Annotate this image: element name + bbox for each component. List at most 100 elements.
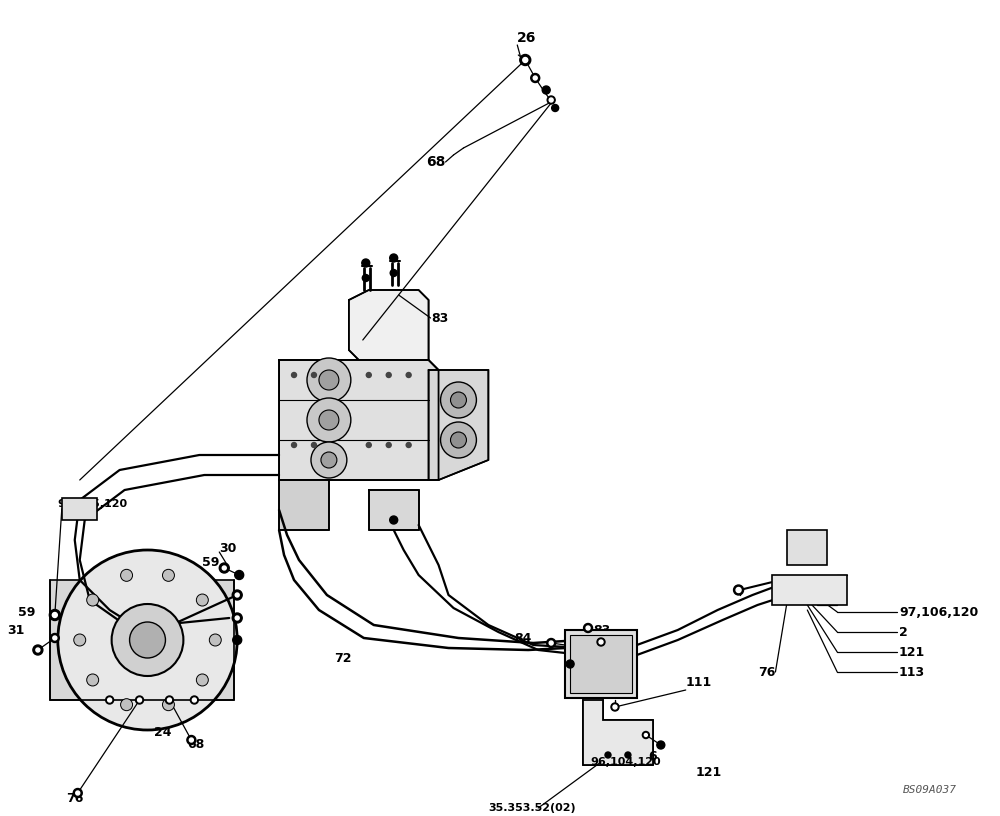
Circle shape [362, 274, 369, 282]
Circle shape [311, 442, 347, 478]
Circle shape [162, 698, 174, 711]
Polygon shape [279, 480, 329, 530]
Text: 72: 72 [334, 651, 351, 664]
Polygon shape [369, 490, 419, 530]
Circle shape [53, 636, 57, 640]
Text: 83: 83 [432, 312, 449, 325]
Text: 76: 76 [758, 666, 775, 678]
Text: 83: 83 [593, 623, 610, 636]
Circle shape [165, 696, 173, 704]
Circle shape [307, 398, 351, 442]
Circle shape [319, 370, 339, 390]
Circle shape [190, 696, 198, 704]
Circle shape [549, 641, 553, 645]
Circle shape [319, 410, 339, 430]
Circle shape [292, 442, 297, 447]
Circle shape [187, 735, 196, 744]
Circle shape [549, 98, 553, 102]
Polygon shape [429, 370, 488, 480]
Circle shape [33, 645, 43, 655]
Circle shape [520, 55, 531, 65]
Circle shape [542, 86, 550, 94]
Circle shape [36, 648, 40, 652]
Circle shape [232, 613, 242, 623]
Text: 31: 31 [8, 623, 25, 636]
Circle shape [625, 752, 631, 758]
Circle shape [613, 705, 617, 709]
Circle shape [232, 590, 242, 600]
Circle shape [192, 698, 196, 702]
Circle shape [87, 594, 99, 606]
Circle shape [566, 660, 574, 668]
Circle shape [736, 588, 741, 592]
Circle shape [406, 372, 411, 378]
Circle shape [321, 452, 337, 468]
Text: 6: 6 [648, 750, 656, 762]
Text: 111: 111 [686, 676, 712, 690]
Text: 68: 68 [426, 155, 446, 169]
Circle shape [441, 422, 476, 458]
Circle shape [235, 570, 244, 579]
Circle shape [390, 269, 397, 277]
Text: BS09A037: BS09A037 [903, 785, 957, 795]
Polygon shape [50, 580, 234, 700]
Circle shape [235, 616, 239, 620]
Circle shape [531, 73, 540, 82]
Circle shape [222, 566, 226, 570]
Circle shape [386, 372, 391, 378]
Circle shape [52, 613, 57, 618]
Circle shape [644, 734, 647, 737]
Circle shape [605, 752, 611, 758]
Circle shape [547, 638, 556, 648]
Circle shape [108, 698, 112, 702]
Circle shape [611, 703, 619, 711]
Circle shape [76, 791, 80, 795]
Circle shape [58, 550, 237, 730]
Circle shape [235, 593, 239, 597]
Circle shape [196, 674, 208, 686]
Circle shape [390, 254, 398, 262]
Circle shape [307, 358, 351, 402]
Circle shape [597, 638, 605, 646]
Circle shape [74, 634, 86, 646]
Circle shape [209, 634, 221, 646]
Circle shape [533, 76, 537, 80]
Text: 121: 121 [899, 645, 925, 659]
Circle shape [219, 563, 229, 573]
Text: 121: 121 [696, 766, 722, 779]
Circle shape [112, 604, 183, 676]
Text: 95,105,120: 95,105,120 [58, 499, 128, 509]
Circle shape [441, 382, 476, 418]
Text: 113: 113 [899, 666, 925, 678]
Polygon shape [279, 360, 439, 480]
Text: 97,106,120: 97,106,120 [899, 605, 978, 619]
Circle shape [138, 698, 142, 702]
Bar [62, 498, 97, 520]
Circle shape [734, 585, 744, 595]
Circle shape [599, 640, 603, 644]
Circle shape [586, 626, 590, 630]
Circle shape [657, 741, 665, 749]
Bar [772, 575, 847, 605]
Circle shape [49, 610, 60, 620]
Text: 59: 59 [18, 606, 35, 619]
Circle shape [87, 674, 99, 686]
Circle shape [386, 442, 391, 447]
Text: 30: 30 [219, 542, 237, 555]
Circle shape [196, 594, 208, 606]
Circle shape [50, 633, 59, 642]
Bar [787, 530, 827, 565]
Bar [565, 630, 637, 698]
Circle shape [406, 442, 411, 447]
Circle shape [584, 623, 593, 632]
Circle shape [451, 392, 466, 408]
Polygon shape [583, 700, 653, 765]
Polygon shape [349, 290, 429, 360]
Circle shape [362, 259, 370, 267]
Text: 24: 24 [154, 725, 172, 738]
Circle shape [121, 698, 133, 711]
Circle shape [547, 96, 555, 104]
Circle shape [311, 372, 316, 378]
Circle shape [73, 788, 82, 797]
Circle shape [189, 738, 193, 742]
